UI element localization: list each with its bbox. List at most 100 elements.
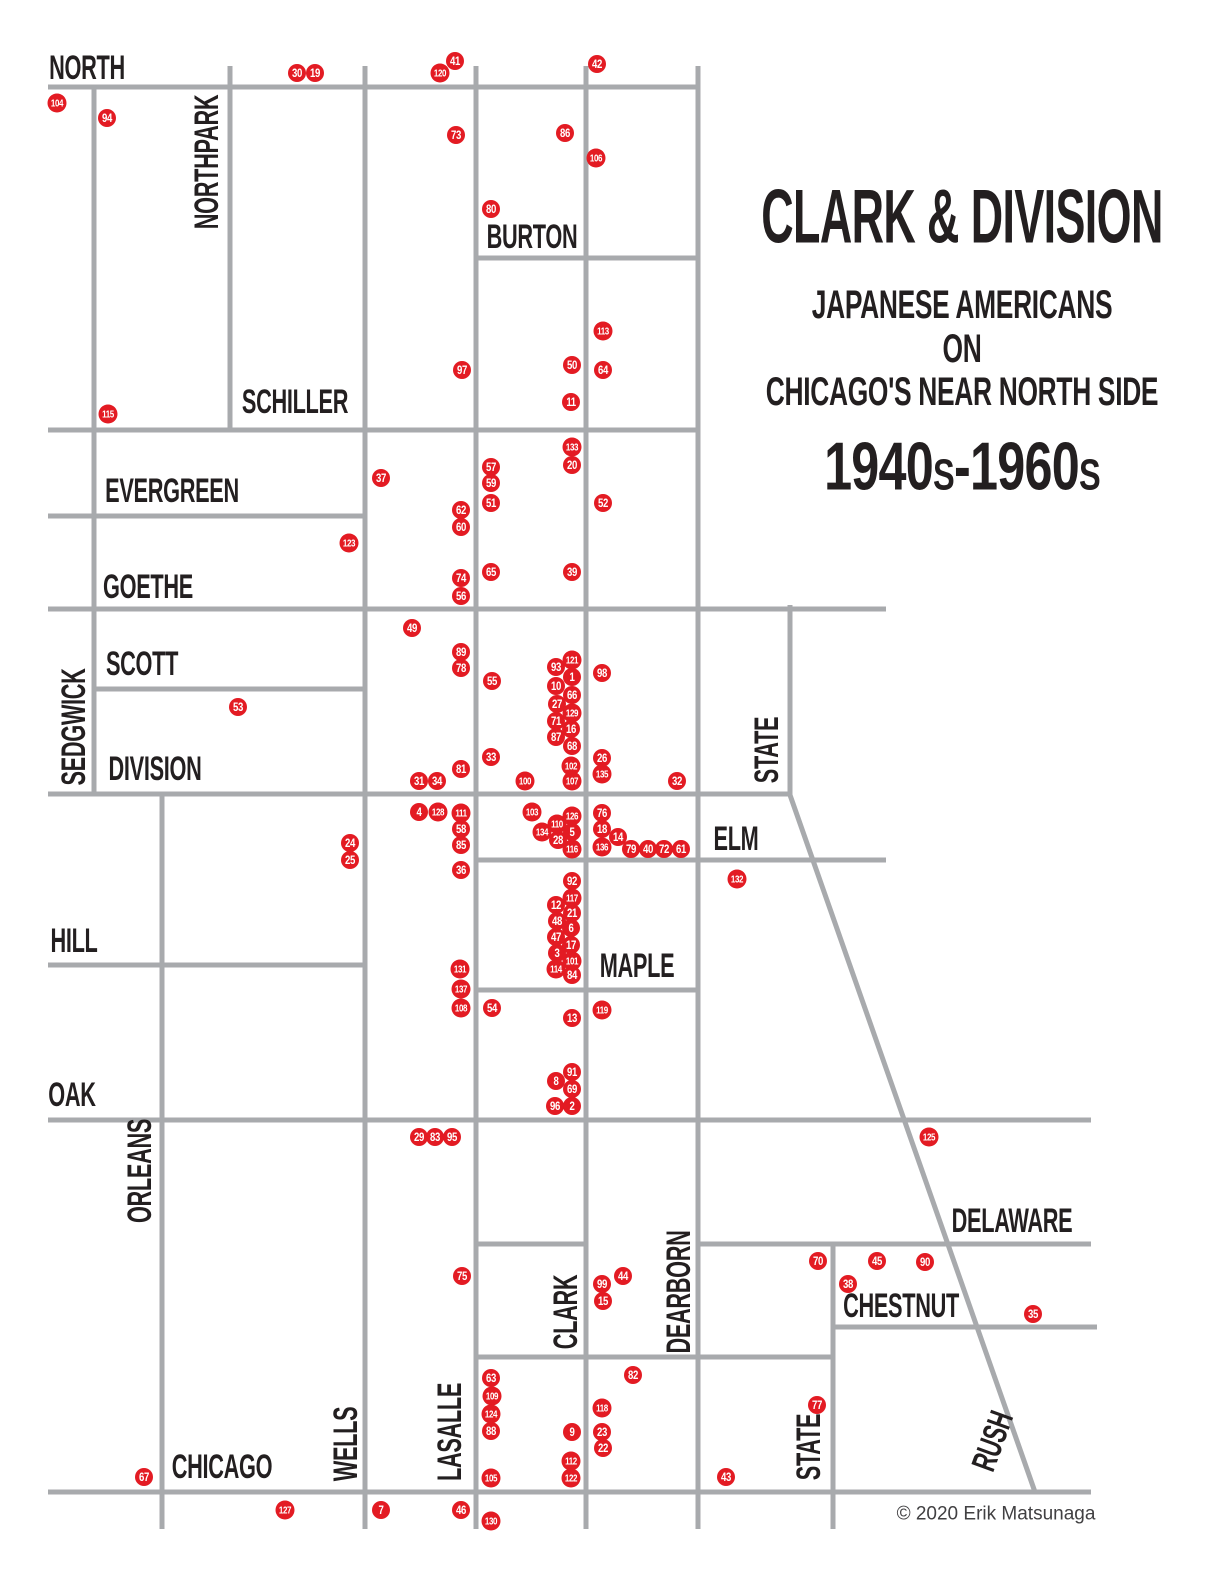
- dot-number: 43: [721, 1471, 731, 1484]
- dot-number: 129: [566, 708, 579, 719]
- dot-number: 121: [566, 655, 579, 666]
- dot-number: 133: [566, 442, 579, 453]
- dot-number: 2: [570, 1100, 575, 1113]
- map-dot-17: 17: [562, 936, 580, 954]
- map-dot-125: 125: [919, 1127, 939, 1147]
- dot-number: 113: [597, 326, 609, 337]
- dot-number: 20: [567, 459, 577, 472]
- dot-number: 40: [643, 843, 653, 856]
- map-dot-124: 124: [481, 1404, 501, 1424]
- map-dot-99: 99: [593, 1275, 611, 1293]
- dot-circle: [403, 619, 421, 637]
- map-dot-94: 94: [98, 109, 116, 127]
- dot-circle: [562, 650, 582, 670]
- dot-number: 17: [566, 939, 576, 952]
- street-label-chicago-22: CHICAGO: [172, 1448, 272, 1486]
- map-dot-106: 106: [586, 148, 606, 168]
- dot-number: 109: [486, 1391, 499, 1402]
- map-title: CLARK & DIVISION: [761, 176, 1162, 260]
- title-block: CLARK & DIVISION JAPANESE AMERICANS ON C…: [761, 176, 1163, 505]
- map-dot-49: 49: [403, 619, 421, 637]
- street-label-north-0: NORTH: [49, 49, 125, 87]
- map-dot-72: 72: [655, 840, 673, 858]
- dot-circle: [809, 1252, 827, 1270]
- dot-circle: [482, 1386, 502, 1406]
- dot-circle: [563, 686, 581, 704]
- map-dot-31: 31: [410, 772, 428, 790]
- dot-number: 15: [598, 1295, 608, 1308]
- dot-number: 7: [379, 1504, 384, 1517]
- map-dot-6: 6: [562, 919, 580, 937]
- dot-number: 89: [456, 646, 466, 659]
- dot-number: 137: [455, 984, 468, 995]
- dot-circle: [341, 834, 359, 852]
- years-part: 1940: [824, 428, 933, 504]
- map-subtitle-line1: JAPANESE AMERICANS: [812, 283, 1113, 328]
- dot-circle: [452, 659, 470, 677]
- map-dot-100: 100: [515, 771, 535, 791]
- dot-number: 57: [486, 461, 496, 474]
- dot-number: 111: [455, 808, 467, 819]
- dot-circle: [481, 1404, 501, 1424]
- streets-layer: [48, 66, 1097, 1529]
- dot-number: 97: [457, 364, 467, 377]
- map-dot-97: 97: [453, 361, 471, 379]
- dot-number: 37: [376, 472, 386, 485]
- dot-number: 105: [485, 1473, 498, 1484]
- dot-circle: [594, 1292, 612, 1310]
- map-dot-137: 137: [451, 979, 471, 999]
- dot-number: 59: [486, 477, 496, 490]
- map-dot-136: 136: [592, 837, 612, 857]
- dot-circle: [426, 1128, 444, 1146]
- map-dot-5: 5: [563, 823, 581, 841]
- map-dot-107: 107: [562, 771, 582, 791]
- map-dot-89: 89: [452, 643, 470, 661]
- map-dot-62: 62: [452, 501, 470, 519]
- dot-circle: [482, 1369, 500, 1387]
- dot-circle: [410, 772, 428, 790]
- dot-circle: [593, 749, 611, 767]
- dot-circle: [562, 951, 582, 971]
- dot-number: 87: [551, 731, 561, 744]
- dot-number: 9: [570, 1426, 575, 1439]
- dot-circle: [562, 888, 582, 908]
- map-dot-35: 35: [1024, 1305, 1042, 1323]
- map-dot-117: 117: [562, 888, 582, 908]
- map-dot-64: 64: [594, 361, 612, 379]
- dot-number: 52: [598, 497, 608, 510]
- dot-number: 63: [486, 1372, 496, 1385]
- map-dot-109: 109: [482, 1386, 502, 1406]
- dot-number: 100: [519, 776, 532, 787]
- map-dot-63: 63: [482, 1369, 500, 1387]
- map-dot-61: 61: [672, 840, 690, 858]
- map-dot-13: 13: [563, 1009, 581, 1027]
- dot-number: 33: [486, 751, 496, 764]
- map-dot-34: 34: [428, 772, 446, 790]
- dot-number: 5: [570, 826, 575, 839]
- dot-number: 26: [597, 752, 607, 765]
- street-label-northpark-1: NORTHPARK: [188, 94, 226, 229]
- dot-number: 16: [566, 723, 576, 736]
- dot-number: 126: [566, 811, 579, 822]
- map-dot-105: 105: [481, 1468, 501, 1488]
- dot-number: 132: [731, 874, 744, 885]
- street-rush-diagonal: [787, 794, 1038, 1493]
- dot-number: 93: [551, 661, 561, 674]
- dot-number: 119: [596, 1005, 608, 1016]
- dot-number: 86: [560, 127, 570, 140]
- dot-number: 64: [598, 364, 608, 377]
- dot-circle: [562, 919, 580, 937]
- map-dot-60: 60: [452, 518, 470, 536]
- map-dot-41: 41: [446, 52, 464, 70]
- dot-number: 99: [597, 1278, 607, 1291]
- dot-circle: [563, 356, 581, 374]
- map-dot-96: 96: [546, 1097, 564, 1115]
- map-dot-47: 47: [547, 928, 565, 946]
- dot-number: 101: [566, 956, 579, 967]
- dot-circle: [563, 1423, 581, 1441]
- street-label-scott-6: SCOTT: [106, 645, 179, 683]
- dot-circle: [548, 912, 566, 930]
- map-dot-93: 93: [547, 658, 565, 676]
- dot-number: 108: [455, 1003, 468, 1014]
